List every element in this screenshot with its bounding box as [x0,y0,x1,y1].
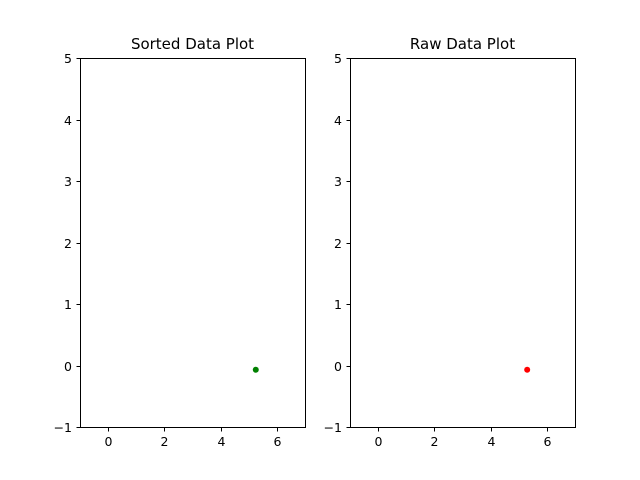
y-tick-label: 1 [64,297,72,312]
y-tick-label: 2 [64,236,72,251]
y-tick-label: 3 [64,174,72,189]
axes-sorted-data-plot: Sorted Data Plot 0 2 4 6 −1 0 1 2 3 4 5 [54,35,306,449]
x-tick-label: 4 [488,434,496,449]
axes-raw-data-plot: Raw Data Plot 0 2 4 6 −1 0 1 2 3 4 5 [324,35,576,449]
y-tick-label: 1 [334,297,342,312]
y-tick-label: 2 [334,236,342,251]
plot-area-frame [80,58,306,428]
plot-area-frame [350,58,576,428]
x-tick-label: 4 [218,434,226,449]
x-tick-label: 2 [431,434,439,449]
x-tick-label: 0 [375,434,383,449]
data-point [524,366,531,373]
y-tick-label: 4 [64,113,72,128]
x-tick-label: 6 [274,434,282,449]
y-tick-label: 5 [334,51,342,66]
x-tick-label: 0 [105,434,113,449]
y-tick-label: 5 [64,51,72,66]
y-tick-label: 0 [334,359,342,374]
chart-title: Raw Data Plot [410,35,515,53]
y-tick-label: 4 [334,113,342,128]
x-tick-label: 2 [161,434,169,449]
y-tick-label: −1 [54,420,72,435]
y-tick-label: −1 [324,420,342,435]
x-tick-label: 6 [544,434,552,449]
y-tick-label: 3 [334,174,342,189]
chart-title: Sorted Data Plot [131,35,254,53]
data-point [252,366,259,373]
y-tick-label: 0 [64,359,72,374]
